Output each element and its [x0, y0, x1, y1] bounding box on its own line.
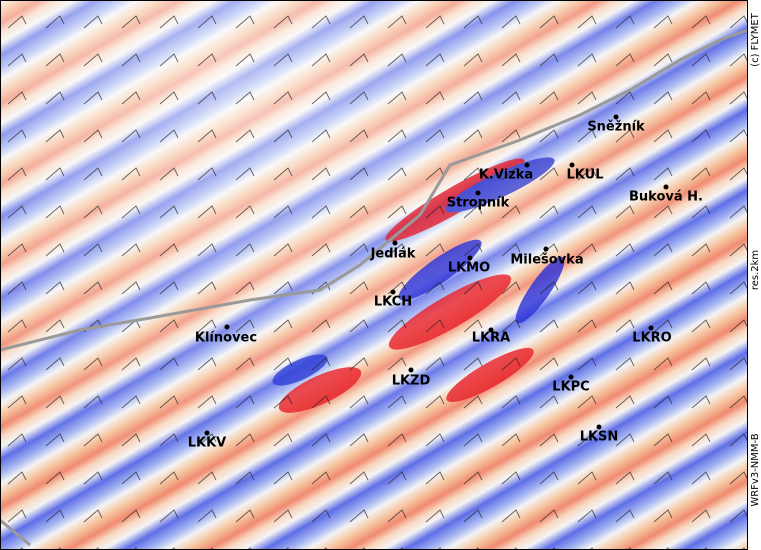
side-strip: [748, 0, 761, 550]
station-dot: [408, 367, 414, 373]
station-dot: [467, 255, 473, 261]
station-label: LKUL: [567, 168, 604, 183]
station-label: Klínovec: [195, 331, 257, 346]
station-label: LKSN: [580, 430, 619, 445]
station-dot: [224, 324, 230, 330]
station-label: Milešovka: [510, 253, 583, 268]
station-label: LKRO: [632, 331, 671, 346]
station-dot: [569, 162, 575, 168]
station-dot: [568, 374, 574, 380]
side-labels: (c) FLYMET res.2km WRFv3-NMM-B: [750, 12, 761, 506]
station-label: Buková H.: [629, 190, 703, 205]
station-label: Stropník: [447, 196, 510, 211]
station-dot: [392, 240, 398, 246]
stations: Sněžník K.Vizka LKUL Stropník Buková H. Jedlá…: [188, 114, 703, 451]
side-label: WRFv3-NMM-B: [750, 433, 761, 506]
station-label: LKMO: [448, 261, 490, 276]
station-dot: [648, 325, 654, 331]
station-dot: [204, 430, 210, 436]
border-line: [0, 28, 749, 352]
station-label: LKKV: [188, 436, 227, 451]
station-dot: [543, 246, 549, 252]
station-label: Sněžník: [587, 120, 645, 135]
station-label: Jedlák: [370, 247, 416, 262]
station-label: LKPC: [552, 380, 589, 395]
station-dot: [390, 289, 396, 295]
side-label: res.2km: [750, 250, 761, 290]
station-label: LKRA: [472, 331, 510, 346]
station-dot: [488, 327, 494, 333]
station-dot: [663, 184, 669, 190]
station-dot: [524, 162, 530, 168]
station-label: LKZD: [392, 374, 431, 389]
station-label: LKCH: [374, 295, 412, 310]
station-dot: [613, 114, 619, 120]
station-dot: [475, 190, 481, 196]
station-label: K.Vizka: [479, 168, 533, 183]
station-dot: [596, 424, 602, 430]
side-label: (c) FLYMET: [750, 12, 761, 67]
border-line: [0, 518, 31, 547]
